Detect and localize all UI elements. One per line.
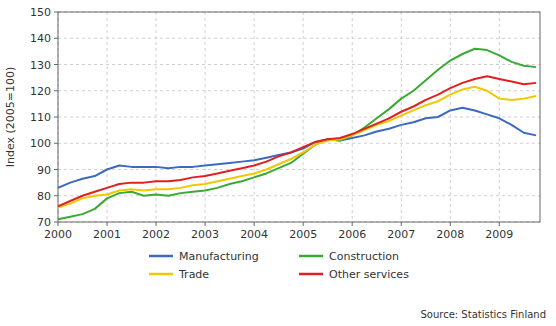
tick-label-x: 2002 xyxy=(142,228,170,241)
tick-y xyxy=(54,90,58,91)
grid-line-y xyxy=(58,195,540,196)
tick-x xyxy=(156,222,157,226)
legend-swatch xyxy=(299,255,323,258)
tick-label-x: 2001 xyxy=(93,228,121,241)
grid-line-x xyxy=(499,12,500,222)
tick-label-x: 2005 xyxy=(289,228,317,241)
grid-line-y xyxy=(58,64,540,65)
legend: Manufacturing Construction Trade Other serv… xyxy=(149,250,409,281)
tick-y xyxy=(54,195,58,196)
tick-label-x: 2003 xyxy=(191,228,219,241)
grid-line-x xyxy=(254,12,255,222)
tick-y xyxy=(54,143,58,144)
series-line xyxy=(58,49,536,220)
tick-x xyxy=(352,222,353,226)
grid-line-x xyxy=(107,12,108,222)
tick-x xyxy=(205,222,206,226)
grid-line-y xyxy=(58,90,540,91)
lines xyxy=(58,49,536,220)
tick-label-y: 120 xyxy=(30,85,51,98)
grid-line-x xyxy=(450,12,451,222)
tick-label-x: 2008 xyxy=(436,228,464,241)
tick-y xyxy=(54,169,58,170)
tick-label-y: 100 xyxy=(30,137,51,150)
tick-label-y: 140 xyxy=(30,32,51,45)
series-line xyxy=(58,108,536,188)
legend-swatch xyxy=(149,273,173,276)
tick-label-y: 90 xyxy=(37,164,51,177)
tick-label-x: 2007 xyxy=(387,228,415,241)
tick-y xyxy=(54,12,58,13)
legend-label: Construction xyxy=(329,250,399,263)
grid-line-x xyxy=(156,12,157,222)
tick-x xyxy=(303,222,304,226)
tick-y xyxy=(54,222,58,223)
legend-label: Other services xyxy=(329,268,409,281)
legend-swatch xyxy=(299,273,323,276)
tick-y xyxy=(54,38,58,39)
grid-line-x xyxy=(401,12,402,222)
grid-line-y xyxy=(58,143,540,144)
tick-x xyxy=(401,222,402,226)
tick-label-y: 110 xyxy=(30,111,51,124)
tick-label-y: 130 xyxy=(30,59,51,72)
y-axis-label: Index (2005=100) xyxy=(4,67,17,168)
series-line xyxy=(58,76,536,206)
tick-label-x: 2009 xyxy=(485,228,513,241)
tick-x xyxy=(450,222,451,226)
tick-label-y: 150 xyxy=(30,6,51,19)
grid-line-y xyxy=(58,169,540,170)
legend-swatch xyxy=(149,255,173,258)
grid-line-y xyxy=(58,38,540,39)
grid-line-y xyxy=(58,117,540,118)
grid-line-x xyxy=(352,12,353,222)
tick-y xyxy=(54,117,58,118)
tick-label-y: 80 xyxy=(37,190,51,203)
tick-label-x: 2000 xyxy=(44,228,72,241)
series-line xyxy=(58,87,536,208)
axes: 7080901001101201301401502000200120022003… xyxy=(30,6,540,241)
chart: 7080901001101201301401502000200120022003… xyxy=(0,0,556,326)
legend-label: Trade xyxy=(178,268,209,281)
tick-x xyxy=(107,222,108,226)
tick-y xyxy=(54,64,58,65)
grid-line-x xyxy=(303,12,304,222)
tick-x xyxy=(254,222,255,226)
tick-label-x: 2006 xyxy=(338,228,366,241)
legend-label: Manufacturing xyxy=(179,250,259,263)
tick-label-x: 2004 xyxy=(240,228,268,241)
tick-x xyxy=(58,222,59,226)
source: Source: Statistics Finland xyxy=(420,309,546,320)
tick-x xyxy=(499,222,500,226)
grid xyxy=(58,12,540,222)
plot-frame xyxy=(58,12,540,222)
